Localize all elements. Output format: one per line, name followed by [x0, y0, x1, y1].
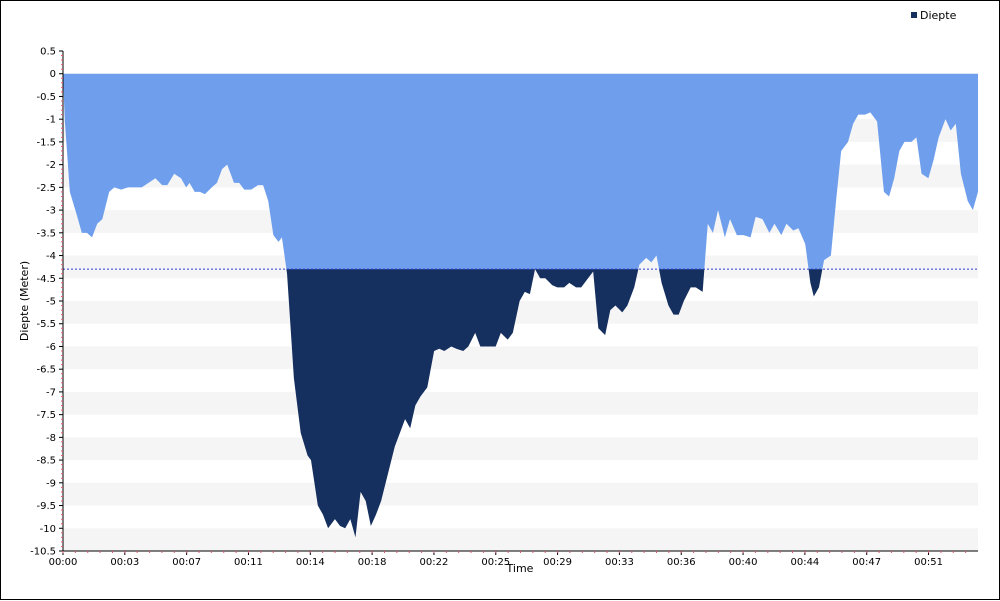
y-tick-label: -4: [46, 251, 56, 262]
y-tick-label: -9.5: [36, 501, 56, 512]
x-tick-label: 00:00: [49, 557, 78, 568]
grid-band: [63, 482, 978, 506]
y-tick-label: -2: [46, 160, 56, 171]
y-tick-label: 0: [50, 69, 56, 80]
y-tick-label: -10: [40, 524, 56, 535]
y-tick-label: -7: [46, 387, 56, 398]
y-tick-label: -6: [46, 342, 56, 353]
legend-swatch: [911, 12, 917, 18]
area-fills: [63, 73, 978, 538]
y-axis-label: Diepte (Meter): [18, 261, 31, 341]
grid-band: [63, 437, 978, 461]
y-tick-label: -9: [46, 478, 56, 489]
y-tick-label: -3: [46, 206, 56, 217]
y-tick-labels: 0.5 0 -0.5 -1 -1.5 -2 -2.5 -3 -3.5 -4 -4.5 -5 -5.5 -6…: [30, 47, 63, 558]
x-tick-label: 00:22: [420, 557, 449, 568]
y-tick-label: -7.5: [36, 410, 56, 421]
x-tick-label: 00:47: [852, 557, 881, 568]
x-tick-label: 00:11: [234, 557, 263, 568]
x-tick-label: 00:25: [481, 557, 510, 568]
y-tick-label: -8: [46, 433, 56, 444]
legend: Diepte: [911, 9, 957, 22]
legend-label: Diepte: [920, 9, 957, 22]
x-tick-label: 00:18: [358, 557, 387, 568]
y-tick-label: 0.5: [40, 47, 56, 58]
y-tick-label: -5: [46, 297, 56, 308]
grid-band: [63, 391, 978, 415]
x-tick-label: 00:03: [110, 557, 139, 568]
y-tick-label: -0.5: [36, 92, 56, 103]
x-tick-label: 00:40: [729, 557, 758, 568]
x-tick-label: 00:36: [667, 557, 696, 568]
x-tick-labels: 00:00 00:03 00:07 00:11 00:14 00:18 00:22 00:25…: [49, 551, 967, 568]
depth-area-above-threshold: [63, 73, 978, 270]
grid-band: [63, 301, 978, 324]
y-tick-label: -5.5: [36, 319, 56, 330]
x-tick-label: 00:14: [296, 557, 325, 568]
y-tick-label: -2.5: [36, 183, 56, 194]
x-tick-label: 00:44: [790, 557, 819, 568]
y-tick-label: -6.5: [36, 365, 56, 376]
x-tick-label: 00:33: [605, 557, 634, 568]
y-tick-label: -3.5: [36, 228, 56, 239]
y-tick-label: -10.5: [30, 547, 56, 558]
y-tick-label: -8.5: [36, 456, 56, 467]
grid-band: [63, 346, 978, 370]
grid-band: [63, 528, 978, 551]
depth-area-below-threshold: [286, 269, 823, 538]
x-tick-label: 00:29: [543, 557, 572, 568]
y-tick-label: -1: [46, 115, 56, 126]
x-axis-label: Time: [506, 562, 534, 575]
y-tick-label: -1.5: [36, 137, 56, 148]
x-tick-label: 00:51: [914, 557, 943, 568]
x-tick-label: 00:07: [172, 557, 201, 568]
y-tick-label: -4.5: [36, 274, 56, 285]
